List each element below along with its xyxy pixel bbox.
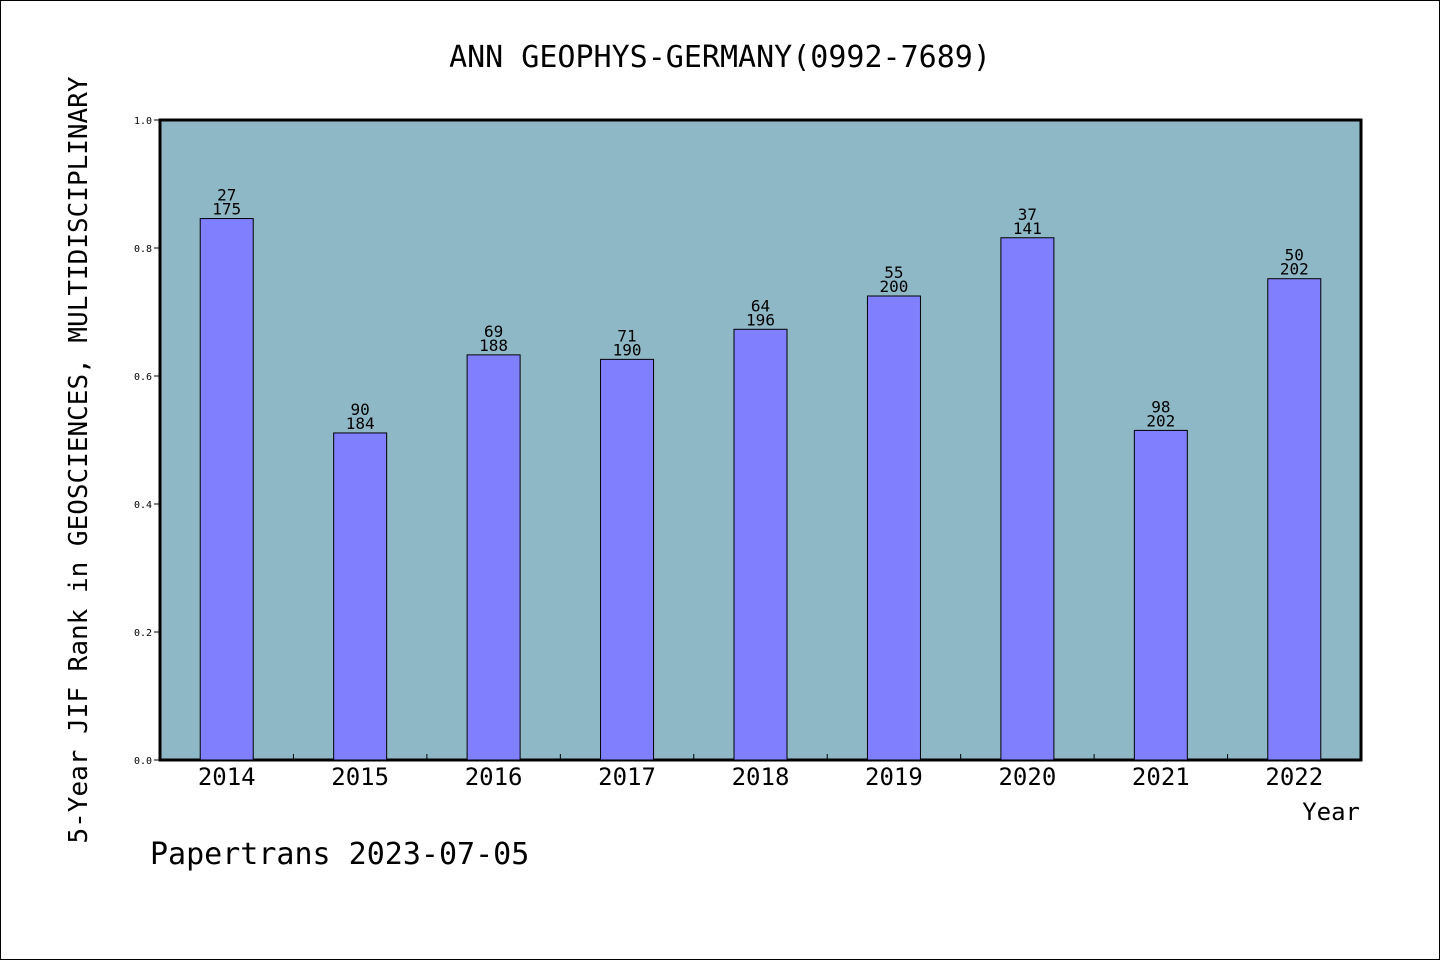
bar-2022 (1267, 278, 1322, 761)
x-tick-label: 2014 (198, 763, 256, 791)
bar-series (199, 218, 1322, 761)
bar-2015 (333, 432, 388, 761)
bar-2019 (866, 295, 921, 761)
bar-2020 (1000, 237, 1055, 761)
footer-text: Papertrans 2023-07-05 (150, 837, 529, 872)
total-label: 190 (613, 340, 642, 359)
y-axis-label: 5-Year JIF Rank in GEOSCIENCES, MULTIDIS… (64, 76, 94, 843)
rank-label: 64 (751, 296, 770, 315)
total-label: 141 (1013, 219, 1042, 238)
x-tick-label: 2018 (732, 763, 790, 791)
bar-2021 (1133, 429, 1188, 761)
total-label: 202 (1146, 411, 1175, 430)
total-label: 188 (479, 336, 508, 355)
x-tick-label: 2017 (598, 763, 656, 791)
rank-label: 90 (351, 400, 370, 419)
rank-label: 69 (484, 322, 503, 341)
total-label: 175 (212, 200, 241, 219)
rank-label: 37 (1018, 205, 1037, 224)
total-label: 196 (746, 310, 775, 329)
bar-labels: 2717590184691887119064196552003714198202… (212, 186, 1308, 433)
x-tick-label: 2021 (1132, 763, 1190, 791)
x-tick-label: 2016 (465, 763, 523, 791)
y-tick-label: 0.6 (134, 372, 152, 383)
total-label: 184 (346, 414, 375, 433)
rank-label: 71 (617, 326, 636, 345)
bar-2016 (466, 354, 521, 761)
x-axis-label: Year (1302, 798, 1360, 826)
y-tick-label: 0.4 (134, 500, 152, 511)
rank-label: 50 (1285, 246, 1304, 265)
y-tick-label: 0.8 (134, 244, 152, 255)
bar-2018 (733, 328, 788, 761)
rank-label: 27 (217, 186, 236, 205)
y-tick-label: 1.0 (134, 116, 152, 127)
x-tick-label: 2015 (331, 763, 389, 791)
bar-2017 (600, 358, 655, 761)
chart-title: ANN GEOPHYS-GERMANY(0992-7689) (449, 40, 991, 75)
total-label: 200 (879, 277, 908, 296)
y-tick-label: 0.2 (134, 628, 152, 639)
rank-label: 55 (884, 263, 903, 282)
x-axis: 2014 2015 2016 2017 2018 2019 2020 2021 2022 (198, 754, 1323, 791)
bar-2014 (199, 218, 254, 761)
y-tick-label: 0.0 (134, 756, 152, 767)
total-label: 202 (1280, 260, 1309, 279)
x-tick-label: 2019 (865, 763, 923, 791)
rank-label: 98 (1151, 397, 1170, 416)
x-tick-label: 2022 (1265, 763, 1323, 791)
x-tick-label: 2020 (998, 763, 1056, 791)
y-axis: 0.0 0.2 0.4 0.6 0.8 1.0 (134, 116, 160, 767)
